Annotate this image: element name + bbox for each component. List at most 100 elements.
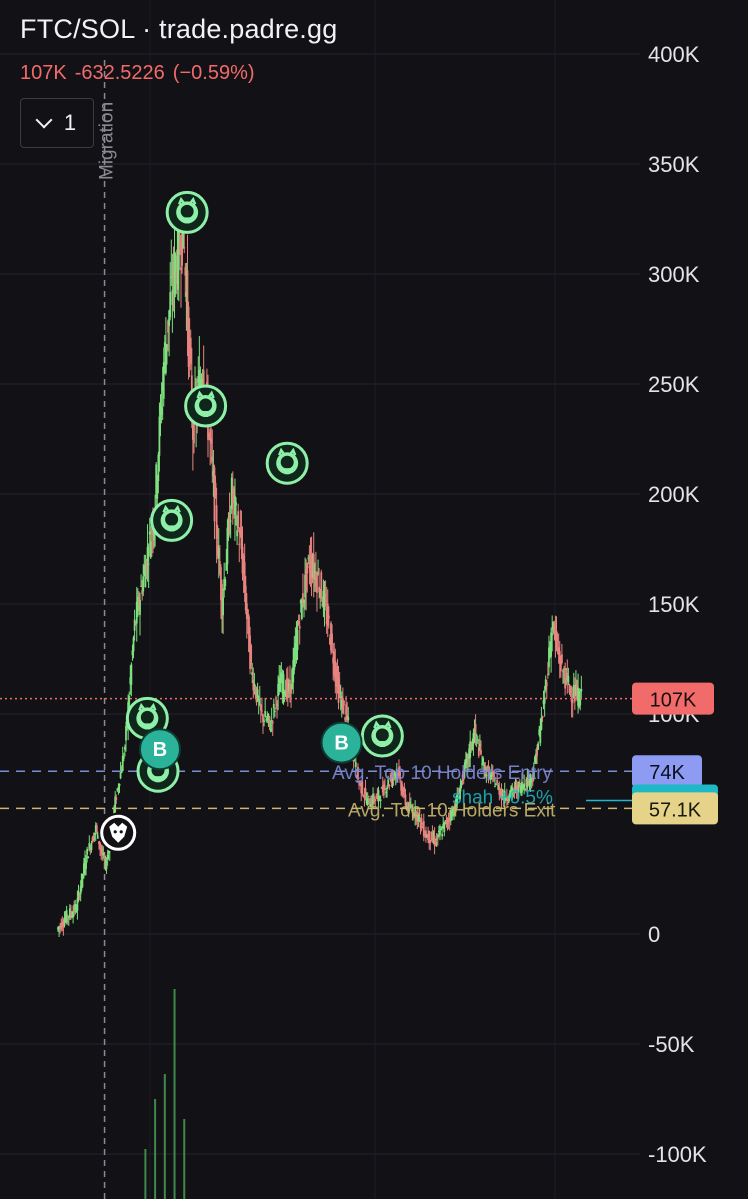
candle-body	[224, 579, 227, 587]
migration-label: Migration	[97, 102, 118, 180]
candle-body	[140, 585, 142, 587]
candle-body	[85, 861, 87, 869]
candle-body	[519, 785, 522, 794]
candle-body	[189, 337, 192, 364]
candle-body	[255, 686, 258, 703]
candle-body	[524, 789, 527, 791]
candle-body	[444, 820, 447, 822]
candle-body	[501, 795, 504, 797]
candle-body	[458, 795, 461, 800]
candle-body	[330, 623, 332, 651]
candle-body	[453, 813, 455, 815]
candle-body	[565, 668, 568, 670]
candle-body	[81, 874, 84, 879]
y-tick-label: 0	[648, 922, 660, 947]
candle-body	[388, 784, 391, 786]
candle-body	[529, 774, 532, 784]
candle-body	[392, 771, 395, 777]
eagle-icon[interactable]	[98, 812, 139, 853]
candle-body	[142, 576, 145, 592]
candle-body	[567, 675, 570, 683]
candle-body	[262, 714, 264, 722]
candle-body	[441, 834, 444, 837]
candle-body	[555, 630, 558, 642]
candle-body	[116, 788, 119, 791]
candle-body	[571, 699, 574, 704]
candle-body	[257, 699, 260, 701]
eagle-marker-head	[109, 822, 128, 843]
github-marker-neck	[169, 525, 175, 532]
candle-body	[99, 842, 101, 848]
candle-body	[576, 685, 578, 700]
github-icon[interactable]	[360, 714, 404, 758]
candle-body	[149, 541, 152, 558]
candle-body	[241, 546, 244, 574]
candle-body	[309, 555, 312, 572]
candle-body	[378, 796, 381, 798]
github-icon[interactable]	[184, 384, 228, 428]
candle-body	[160, 407, 163, 415]
candle-body	[311, 571, 314, 577]
candle-body	[419, 818, 422, 828]
candle-body	[243, 562, 246, 593]
candle-body	[168, 310, 171, 327]
github-icon[interactable]	[265, 441, 309, 485]
candle-body	[176, 225, 179, 290]
github-marker-ears	[196, 390, 215, 399]
candle-body	[267, 714, 270, 719]
candle-body	[559, 662, 562, 672]
candle-body	[508, 798, 510, 802]
github-icon[interactable]	[150, 498, 194, 542]
candle-body	[437, 830, 440, 833]
candle-body	[74, 904, 77, 911]
buy-marker[interactable]: B	[320, 721, 363, 764]
candle-body	[507, 799, 509, 801]
candle-body	[380, 787, 383, 789]
candle-body	[540, 717, 543, 730]
candle-body	[308, 565, 311, 568]
holder-line-label: shah +0.5%	[452, 787, 553, 808]
candle-body	[331, 633, 333, 644]
indicator-count: 1	[63, 110, 77, 135]
candle-body	[384, 786, 386, 788]
candle-body	[220, 567, 222, 601]
candle-body	[208, 434, 210, 437]
candle-body	[247, 609, 249, 618]
candle-body	[373, 796, 376, 802]
github-marker-neck	[284, 468, 290, 475]
price-badges: 107K74K60.7K57.1K	[632, 682, 718, 825]
github-icon[interactable]	[165, 190, 209, 234]
candle-body	[305, 569, 308, 591]
candle-body	[339, 696, 342, 698]
buy-marker-circle	[320, 721, 363, 764]
buy-marker[interactable]: B	[138, 728, 181, 771]
candle-body	[362, 795, 365, 797]
candle-body	[535, 753, 537, 764]
y-tick-label: 250K	[648, 372, 700, 397]
candle-body	[482, 757, 485, 765]
candle-body	[183, 247, 186, 249]
candle-body	[360, 781, 363, 793]
candle-body	[379, 799, 382, 802]
candle-body	[79, 886, 82, 895]
candle-body	[554, 630, 557, 640]
candle-body	[478, 744, 481, 747]
candle-body	[265, 719, 268, 721]
github-marker-face	[165, 512, 179, 526]
indicator-collapse-button[interactable]: 1	[20, 98, 94, 148]
candle-body	[270, 720, 273, 722]
candle-body	[75, 911, 78, 913]
candle-body	[526, 777, 529, 788]
candle-body	[514, 785, 517, 787]
candle-body	[408, 801, 411, 810]
candle-body	[133, 619, 136, 631]
candle-body	[76, 898, 79, 911]
candle-body	[310, 554, 313, 578]
candle-body	[304, 575, 306, 598]
candle-body	[532, 772, 535, 779]
candle-body	[452, 808, 454, 813]
candle-body	[119, 770, 122, 779]
candle-body	[60, 923, 63, 930]
